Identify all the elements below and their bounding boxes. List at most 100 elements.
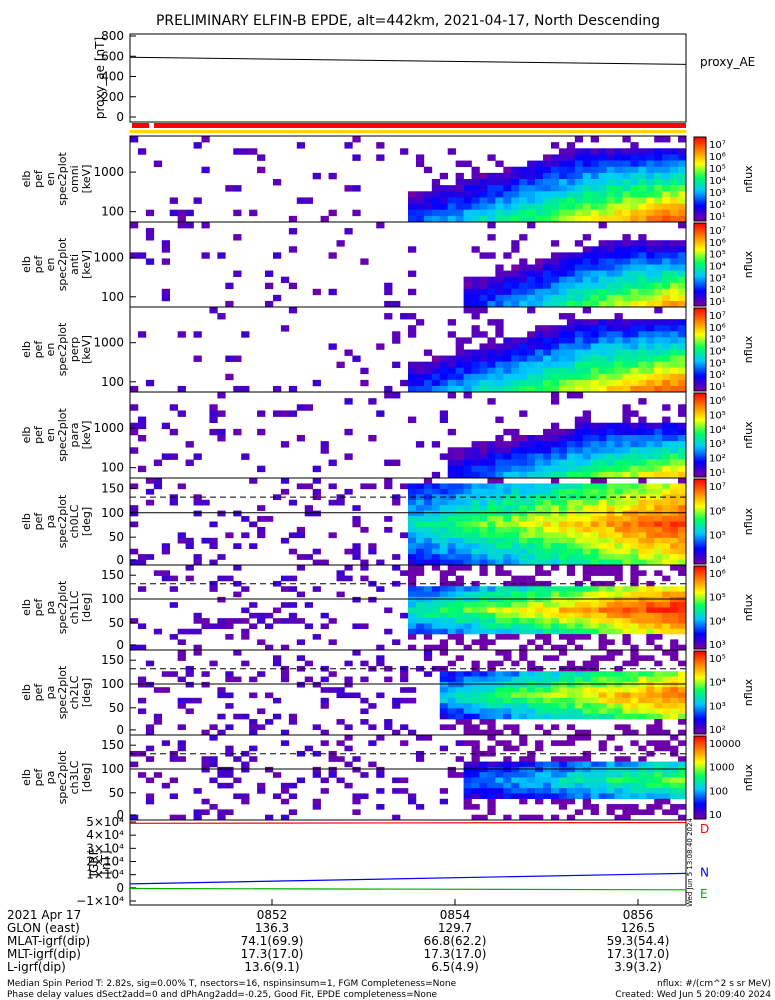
spectrogram-cell	[130, 483, 139, 490]
spectrogram-cell	[543, 505, 552, 511]
colorbar-tick: 10³	[709, 640, 726, 651]
spectrogram-cell	[304, 505, 313, 511]
spectrogram-cell	[662, 373, 671, 381]
spectrogram-cell	[503, 471, 512, 479]
spectrogram-cell	[415, 154, 425, 161]
spectrogram-cell	[678, 435, 687, 442]
spectrogram-cell	[566, 197, 576, 204]
spectrogram-cell	[566, 313, 576, 320]
spectrogram-cell	[598, 361, 607, 369]
spectrogram-cell	[654, 264, 663, 271]
spectrogram-cell	[543, 349, 552, 356]
spectrogram-cell	[511, 713, 520, 720]
spectrogram-cell	[233, 510, 242, 517]
spectrogram-cell	[550, 203, 560, 211]
spectrogram-cell	[439, 644, 449, 651]
spectrogram-cell	[265, 692, 274, 699]
spectrogram-cell	[566, 160, 576, 168]
spectrogram-cell	[225, 282, 234, 290]
spectrogram-cell	[360, 575, 369, 582]
spectrogram-cell	[431, 471, 441, 479]
spectrogram-cell	[543, 373, 552, 381]
spectrogram-cell	[606, 761, 615, 768]
spectrogram-cell	[519, 294, 528, 302]
spectrogram-cell	[678, 570, 687, 576]
spectrogram-cell	[630, 570, 639, 576]
spectrogram-cell	[519, 740, 528, 746]
spectrogram-cell	[582, 276, 591, 284]
spectrogram-cell	[495, 650, 504, 656]
spectrogram-cell	[590, 367, 599, 375]
spectrogram-cell	[209, 756, 218, 762]
spectrogram-cell	[638, 788, 647, 794]
spectrogram-cell	[495, 191, 504, 198]
spectrogram-cell	[487, 288, 496, 296]
spectrogram-cell	[431, 591, 441, 598]
spectrogram-cell	[519, 766, 528, 773]
spectrogram-cell	[511, 385, 520, 393]
spectrogram-cell	[638, 570, 647, 576]
spectrogram-cell	[408, 416, 417, 424]
spectrogram-cell	[217, 410, 226, 417]
spectrogram-cell	[527, 215, 536, 223]
spectrogram-cell	[511, 361, 520, 369]
spectrogram-cell	[550, 628, 560, 635]
spectrogram-cell	[606, 435, 615, 442]
spectrogram-cell	[487, 607, 496, 614]
spectrogram-cell	[582, 565, 591, 571]
spectrogram-cell	[566, 465, 576, 473]
spectrogram-cell	[558, 804, 568, 810]
spectrogram-cell	[527, 385, 536, 393]
spectrogram-cell	[487, 729, 496, 736]
spectrogram-cell	[550, 772, 560, 778]
spectrogram-cell	[654, 166, 663, 174]
spectrogram-cell	[638, 264, 647, 271]
spectrogram-cell	[670, 331, 679, 338]
spectrogram-cell	[241, 766, 250, 773]
spectrogram-cell	[622, 191, 631, 198]
spectrogram-cell	[646, 639, 655, 645]
spectrogram-cell	[527, 499, 536, 506]
spectrogram-cell	[574, 276, 584, 284]
spectrogram-cell	[566, 447, 576, 454]
spectrogram-cell	[638, 435, 647, 442]
spectrogram-cell	[598, 367, 607, 375]
spectrogram-cell	[400, 724, 409, 730]
spectrogram-cell	[535, 548, 544, 555]
spectrogram-cell	[439, 203, 449, 211]
spectrogram-cell	[550, 814, 560, 821]
glon-value-2: 129.7	[438, 921, 472, 935]
spectrogram-ytick: 150	[101, 568, 124, 582]
spectrogram-cell	[638, 191, 647, 198]
spectrogram-cell	[304, 623, 313, 630]
spectrogram-cell	[503, 385, 512, 393]
spectrogram-cell	[527, 179, 536, 186]
spectrogram-cell	[519, 166, 528, 174]
spectrogram-cell	[614, 160, 623, 168]
spectrogram-cell	[598, 740, 607, 746]
spectrogram-cell	[471, 745, 480, 752]
colorbar-tick: 10⁶	[709, 396, 726, 407]
spectrogram-cell	[495, 499, 504, 506]
spectrogram-cell	[566, 639, 576, 645]
spectrogram-cell	[622, 777, 631, 784]
spectrogram-cell	[582, 697, 591, 704]
spectrogram-cell	[137, 644, 147, 651]
igrf-ylabel: IGRF	[87, 848, 101, 876]
spectrogram-cell	[646, 521, 655, 528]
spectrogram-cell	[392, 703, 401, 709]
spectrogram-cell	[614, 537, 623, 544]
spectrogram-cell	[646, 671, 655, 677]
spectrogram-cell	[463, 548, 472, 555]
spectrogram-cell	[598, 282, 607, 290]
spectrogram-cell	[249, 692, 258, 699]
spectrogram-cell	[535, 276, 544, 284]
spectrogram-cell	[582, 665, 591, 672]
spectrogram-cell	[566, 591, 576, 598]
spectrogram-cell	[495, 447, 504, 454]
spectrogram-cell	[209, 804, 218, 810]
spectrogram-cell	[384, 607, 393, 614]
spectrogram-cell	[479, 618, 488, 624]
spectrogram-ylabel-line: [keV]	[80, 165, 93, 194]
spectrogram-cell	[550, 724, 560, 730]
